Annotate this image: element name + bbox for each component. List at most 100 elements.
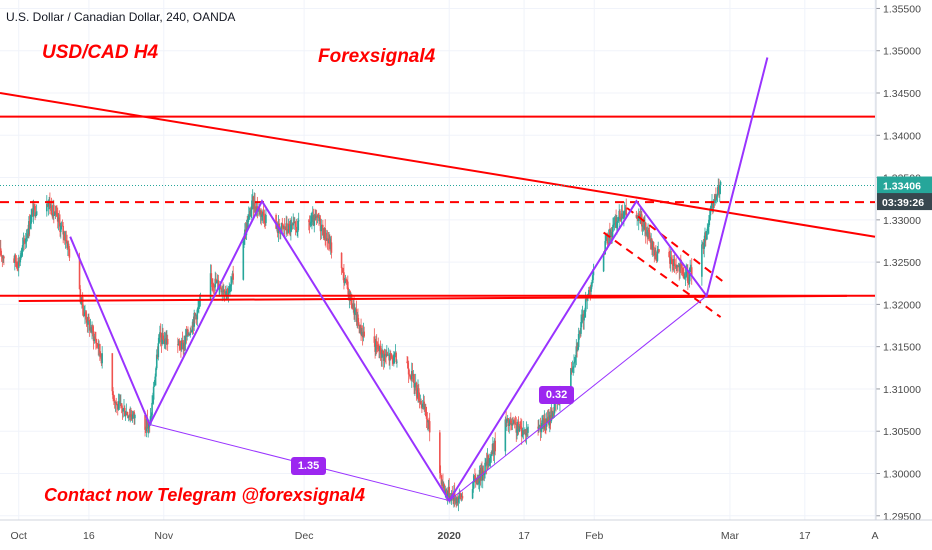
candle-body <box>116 404 118 406</box>
candle-body <box>520 426 522 428</box>
candle-body <box>320 226 323 232</box>
candle-body <box>262 211 265 216</box>
candle-body <box>488 457 491 464</box>
candle-body <box>351 307 354 309</box>
candle-body <box>719 181 722 186</box>
candle-body <box>230 277 233 285</box>
pattern-tag-2: 0.32 <box>538 385 575 404</box>
candle-body <box>477 477 479 484</box>
candle-body <box>148 423 150 428</box>
candle-body <box>347 281 349 290</box>
candle-body <box>448 486 450 499</box>
candle-body <box>379 345 382 355</box>
candle-body <box>32 204 35 217</box>
candle-body <box>219 285 222 289</box>
candle-body <box>45 203 48 212</box>
candle-body <box>296 231 298 233</box>
candle-body <box>295 226 298 232</box>
candle-body <box>120 403 123 408</box>
candle-body <box>580 317 583 323</box>
channel-line-2 <box>603 231 722 318</box>
candle-body <box>648 230 650 233</box>
candle-body <box>340 252 343 269</box>
candle-body <box>81 296 84 308</box>
candle-body <box>489 455 492 458</box>
candle-body <box>15 261 18 264</box>
candle-body <box>197 306 199 310</box>
candle-body <box>29 223 32 229</box>
candle-body <box>82 307 85 316</box>
candle-body <box>710 205 713 208</box>
candle-body <box>88 316 90 321</box>
candle-body <box>346 280 348 282</box>
candle-body <box>680 263 682 265</box>
candle-body <box>35 215 37 217</box>
candle-body <box>343 282 346 284</box>
symbol-title: U.S. Dollar / Canadian Dollar, 240, OAND… <box>6 10 236 24</box>
candle-body <box>25 237 28 239</box>
candle-body <box>181 340 184 343</box>
candle-body <box>330 242 333 253</box>
candle-body <box>213 287 216 289</box>
candle-body <box>163 340 166 344</box>
x-tick-label: Oct <box>11 530 27 542</box>
candle-body <box>617 219 620 221</box>
candle-body <box>473 475 475 483</box>
candle-body <box>158 334 160 344</box>
candle-body <box>425 416 428 419</box>
candle-body <box>605 236 607 242</box>
x-tick-label: Mar <box>721 530 740 542</box>
candle-body <box>124 414 127 417</box>
candle-body <box>144 415 146 430</box>
candle-body <box>522 430 525 435</box>
candle-body <box>612 224 614 232</box>
candle-body <box>319 218 322 232</box>
candle-body <box>345 279 348 281</box>
candle-body <box>383 354 386 361</box>
candle-body <box>53 204 55 216</box>
candle-body <box>519 425 521 427</box>
candle-body <box>153 385 156 387</box>
candle-body <box>514 422 517 425</box>
candle-body <box>619 210 621 218</box>
candle-body <box>326 238 329 242</box>
candle-body <box>472 482 475 490</box>
candle-body <box>420 400 422 405</box>
candle-body <box>227 293 230 296</box>
candle-body <box>220 288 223 293</box>
candle-body <box>673 259 676 266</box>
candle-body <box>584 298 587 312</box>
candle-body <box>297 220 300 222</box>
candle-body <box>508 424 511 427</box>
candle-body <box>541 420 543 428</box>
candle-body <box>310 221 312 223</box>
candle-body <box>309 222 312 226</box>
candle-body <box>393 354 395 364</box>
candle-body <box>471 489 474 499</box>
candle-body <box>669 257 672 264</box>
candle-body <box>265 214 267 224</box>
candle-body <box>540 427 543 432</box>
candle-body <box>50 205 53 215</box>
candle-body <box>194 313 196 316</box>
candle-body <box>113 400 116 403</box>
candle-body <box>155 368 157 377</box>
y-tick-label: 1.31000 <box>883 384 921 396</box>
candle-body <box>395 352 397 363</box>
candle-body <box>16 263 18 268</box>
candle-body <box>488 463 490 466</box>
candle-body <box>407 368 410 375</box>
candle-body <box>297 220 299 232</box>
candle-body <box>375 341 378 346</box>
candle-body <box>606 234 609 244</box>
candle-body <box>515 424 518 433</box>
candle-body <box>117 401 120 410</box>
candle-body <box>577 334 580 348</box>
candle-body <box>590 286 592 292</box>
candle-body <box>715 196 718 200</box>
candle-body <box>210 273 213 279</box>
candle-body <box>716 193 719 197</box>
candle-body <box>154 376 156 386</box>
candle-body <box>409 375 412 379</box>
